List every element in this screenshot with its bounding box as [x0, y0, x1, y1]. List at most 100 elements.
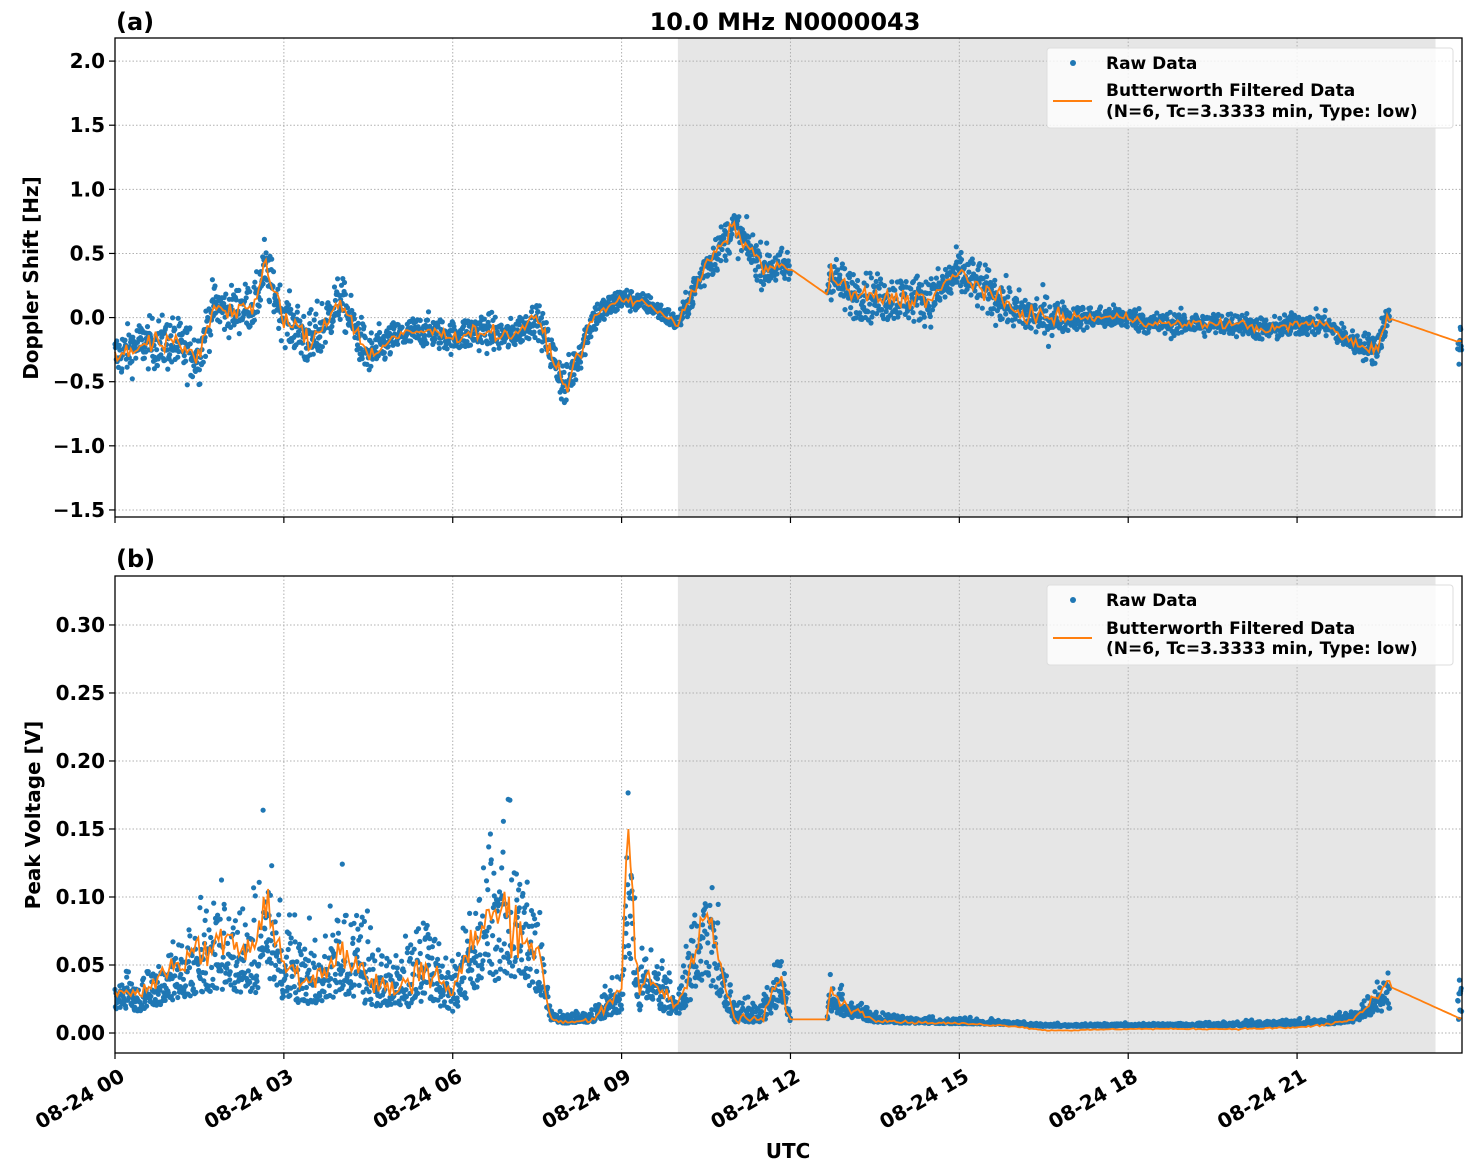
raw-data-point [462, 990, 468, 996]
raw-data-point [418, 998, 424, 1004]
raw-data-point [1047, 304, 1053, 310]
raw-data-point [237, 910, 243, 916]
raw-data-point [123, 1005, 129, 1011]
raw-data-point [278, 338, 284, 344]
raw-data-point [848, 1000, 855, 1006]
raw-data-point [786, 276, 792, 282]
raw-data-point [258, 933, 264, 939]
raw-data-point [348, 292, 354, 298]
raw-data-point [189, 981, 196, 987]
raw-data-point [119, 366, 125, 372]
raw-data-point [1049, 332, 1055, 339]
raw-data-point [230, 925, 236, 931]
raw-data-point [979, 305, 985, 311]
raw-data-point [330, 994, 336, 1000]
raw-data-point [156, 318, 162, 324]
raw-data-point [329, 323, 335, 329]
raw-data-point [429, 955, 435, 961]
y-tick-label: 0.5 [70, 241, 105, 265]
raw-data-point [1339, 320, 1345, 326]
raw-data-point [753, 243, 759, 249]
raw-data-point [303, 984, 309, 991]
raw-data-point [1228, 311, 1234, 317]
raw-data-point [479, 339, 485, 346]
raw-data-point [516, 905, 523, 911]
raw-data-point [1330, 330, 1336, 336]
raw-data-point [386, 959, 393, 965]
raw-data-point [485, 319, 491, 325]
raw-data-point [372, 958, 378, 964]
raw-data-point [1162, 330, 1168, 336]
raw-data-point [399, 958, 405, 964]
raw-data-point [403, 987, 409, 993]
raw-data-point [516, 322, 522, 328]
raw-data-point [1097, 304, 1104, 310]
raw-data-point [897, 310, 903, 316]
raw-data-point [625, 943, 632, 949]
raw-data-point [601, 316, 607, 322]
raw-data-point [226, 916, 232, 922]
raw-data-point [739, 1000, 746, 1007]
raw-data-point [1313, 306, 1319, 312]
raw-data-point [327, 903, 333, 909]
raw-data-point [1005, 294, 1011, 300]
raw-data-point [408, 338, 414, 344]
raw-data-point [499, 865, 505, 871]
raw-data-point [984, 274, 990, 280]
raw-data-point [189, 374, 196, 380]
raw-data-point [958, 283, 964, 289]
y-tick-label: 0.10 [56, 885, 105, 909]
raw-data-point [247, 979, 253, 985]
raw-data-point [144, 1003, 150, 1009]
raw-data-point [217, 319, 223, 325]
raw-data-point [395, 341, 401, 347]
raw-data-point [175, 994, 181, 1001]
raw-data-point [655, 971, 662, 977]
raw-data-point [991, 282, 998, 288]
raw-data-point [312, 937, 318, 943]
raw-data-point [990, 306, 997, 312]
raw-data-point [785, 258, 791, 264]
raw-data-point [242, 922, 248, 928]
raw-data-point [254, 309, 261, 315]
raw-data-point [321, 989, 327, 995]
raw-data-point [856, 287, 862, 294]
raw-data-point [197, 905, 203, 911]
raw-data-point [209, 964, 215, 971]
raw-data-point [338, 963, 344, 969]
raw-data-point [351, 993, 357, 999]
raw-data-point [895, 314, 901, 320]
raw-data-point [1343, 330, 1349, 336]
raw-data-point [207, 988, 213, 994]
raw-data-point [425, 309, 432, 315]
raw-data-point [869, 314, 875, 320]
raw-data-point [729, 231, 735, 237]
raw-data-point [375, 353, 381, 359]
raw-data-point [425, 317, 431, 323]
raw-data-point [505, 323, 511, 330]
raw-data-point [201, 978, 207, 984]
raw-data-point [282, 345, 288, 351]
raw-data-point [747, 253, 753, 259]
raw-data-point [982, 262, 988, 268]
raw-data-point [236, 331, 242, 337]
raw-data-point [176, 348, 182, 355]
raw-data-point [210, 297, 216, 303]
raw-data-point [280, 993, 286, 1000]
raw-data-point [298, 350, 304, 356]
raw-data-point [433, 331, 439, 337]
raw-data-point [629, 289, 635, 295]
raw-data-point [154, 347, 160, 353]
raw-data-point [1023, 324, 1029, 330]
raw-data-point [340, 276, 346, 282]
raw-data-point [929, 307, 936, 313]
raw-data-point [1073, 321, 1079, 327]
raw-data-point [485, 887, 491, 893]
raw-data-point [848, 305, 854, 311]
raw-data-point [560, 363, 566, 369]
raw-data-point [451, 323, 457, 330]
raw-data-point [835, 267, 841, 273]
raw-data-point [718, 224, 724, 230]
raw-data-point [155, 991, 161, 997]
raw-data-point [530, 979, 536, 985]
